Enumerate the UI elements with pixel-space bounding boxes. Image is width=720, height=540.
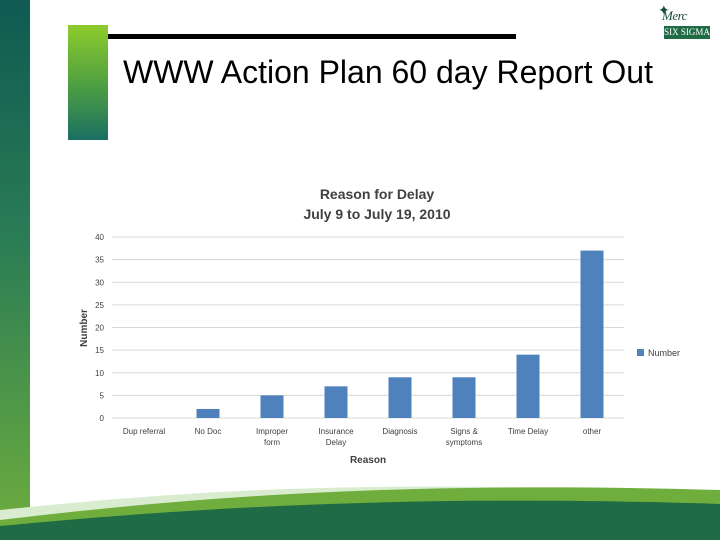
legend-label: Number [648,348,680,358]
x-axis-label: Reason [350,455,386,466]
star-icon: ✦ [658,2,670,18]
x-tick-label: No Doc [195,427,222,436]
x-tick-label: Improper form [256,427,288,447]
bottom-wave-decoration [0,486,720,540]
bar [388,377,412,418]
y-tick-label: 15 [95,346,104,355]
x-tick-label: other [583,427,602,436]
slide-title: WWW Action Plan 60 day Report Out [123,54,653,90]
bars [196,250,604,418]
y-tick-label: 25 [95,301,104,310]
y-axis-label: Number [79,309,90,347]
logo-bottom-text: SIX SIGMA [664,26,710,39]
bar [324,386,348,418]
chart-title: Reason for Delay [320,186,435,202]
legend: Number [637,348,680,358]
logo-top-text: Merc [662,8,687,23]
legend-swatch [637,349,644,356]
y-tick-label: 5 [100,391,105,400]
x-tick-label: Insurance Delay [318,427,354,447]
bar [452,377,476,418]
y-tick-label: 40 [95,233,104,242]
x-tick-label: Dup referral [123,427,165,436]
x-tick-label: Time Delay [508,427,548,436]
bar [516,354,540,418]
gridlines [112,236,624,419]
title-rule [108,34,516,39]
x-tick-label: Diagnosis [382,427,417,436]
bar [260,395,284,418]
y-tick-label: 10 [95,369,104,378]
x-tick-label: Signs & symptoms [446,427,482,447]
x-axis-ticks: Dup referral No Doc Improper form Insurance D… [123,427,602,447]
y-tick-label: 30 [95,278,104,287]
bar [580,250,604,418]
title-accent-block [68,25,108,140]
y-tick-label: 20 [95,324,104,333]
left-accent-band [0,0,30,540]
chart-subtitle: July 9 to July 19, 2010 [303,206,450,222]
y-tick-label: 0 [100,414,105,423]
y-tick-label: 35 [95,256,104,265]
mercy-six-sigma-logo: ✦ Merc SIX SIGMA [658,2,714,42]
bar [196,408,220,418]
y-axis-ticks: 0 5 10 15 20 25 30 35 40 [95,233,104,423]
